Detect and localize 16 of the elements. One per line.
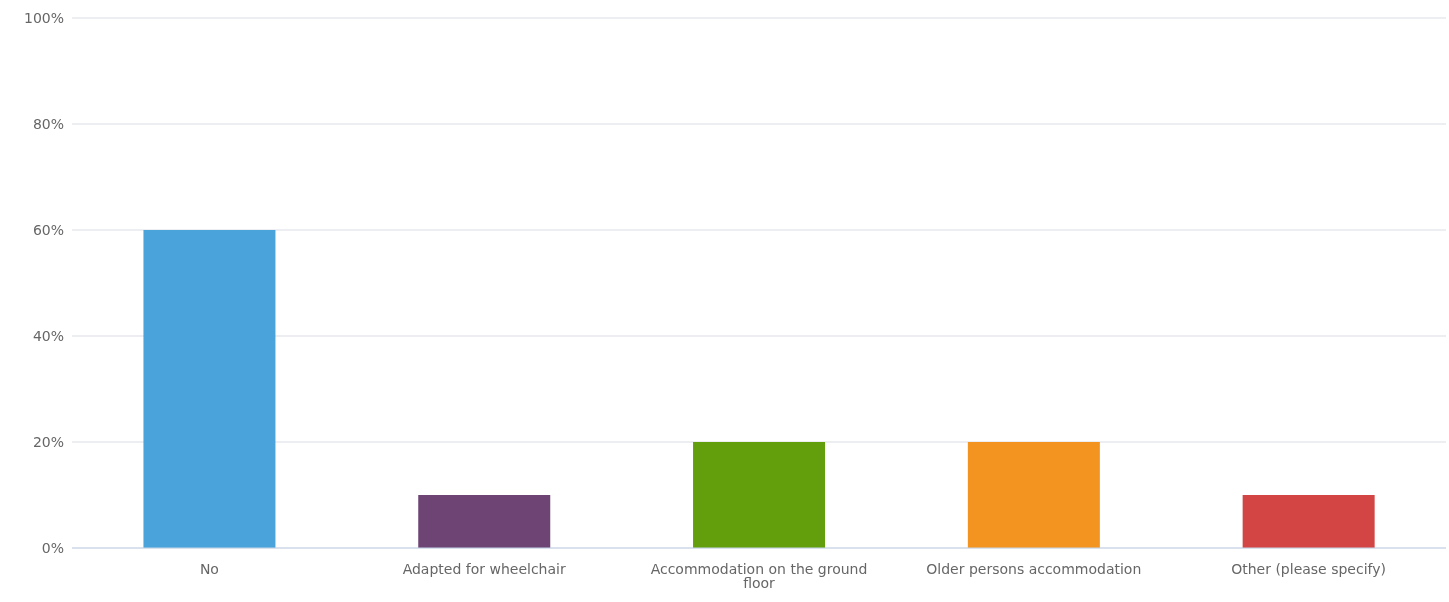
x-tick-label: No — [199, 560, 219, 577]
y-tick-label: 60% — [32, 221, 64, 238]
y-tick-label: 80% — [32, 115, 64, 132]
bar — [143, 230, 276, 548]
y-tick-label: 0% — [41, 539, 64, 556]
x-tick-label: Older persons accommodation — [926, 560, 1142, 577]
bar — [693, 442, 826, 548]
x-tick-label: Accommodation on the ground floor — [650, 560, 868, 591]
y-tick-label: 40% — [32, 327, 64, 344]
bar — [1242, 495, 1375, 548]
y-tick-label: 20% — [32, 433, 64, 450]
x-tick-label: Other (please specify) — [1231, 560, 1387, 577]
y-tick-label: 100% — [23, 9, 64, 26]
bar — [967, 442, 1100, 548]
x-tick-label: Adapted for wheelchair — [402, 560, 566, 577]
bar — [418, 495, 551, 548]
